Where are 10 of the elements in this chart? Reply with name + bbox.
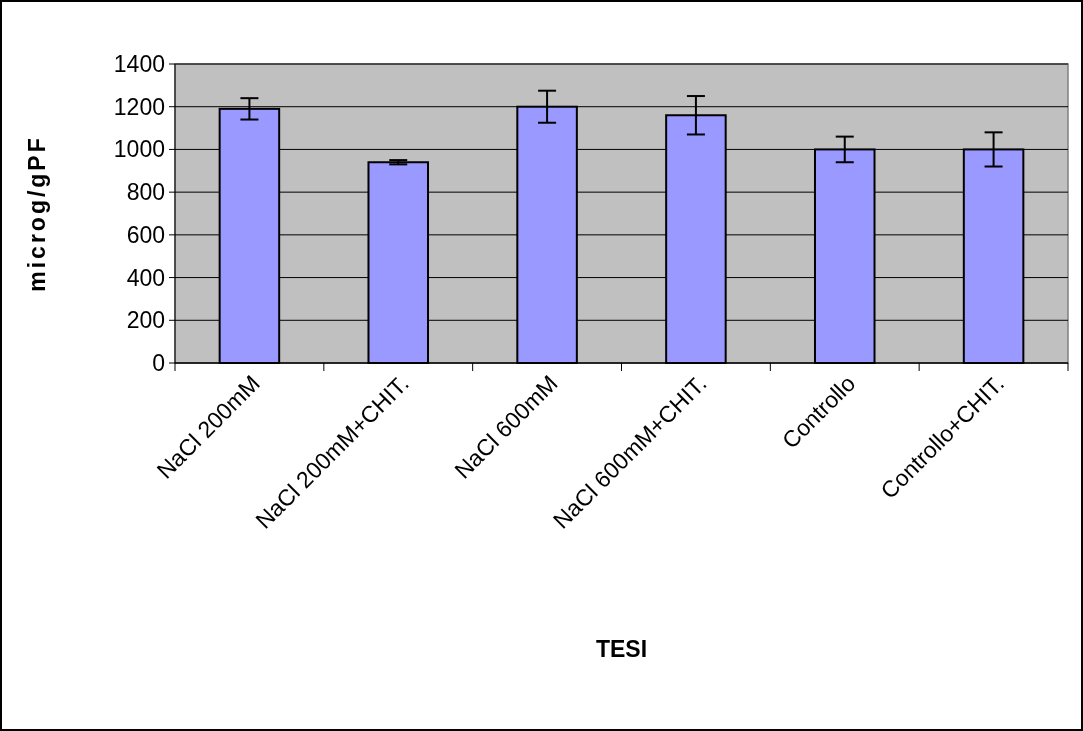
y-tick-label: 400 xyxy=(126,264,165,291)
y-tick-label: 1200 xyxy=(113,93,165,120)
y-tick-label: 1400 xyxy=(113,51,165,78)
y-tick-label: 200 xyxy=(126,307,165,334)
y-tick-label: 600 xyxy=(126,221,165,248)
x-axis-title: TESI xyxy=(595,636,648,662)
y-tick-label: 800 xyxy=(126,179,165,206)
y-axis-title: microg/gPF xyxy=(24,135,50,292)
y-tick-label: 1000 xyxy=(113,136,165,163)
y-tick-label: 0 xyxy=(152,350,165,377)
